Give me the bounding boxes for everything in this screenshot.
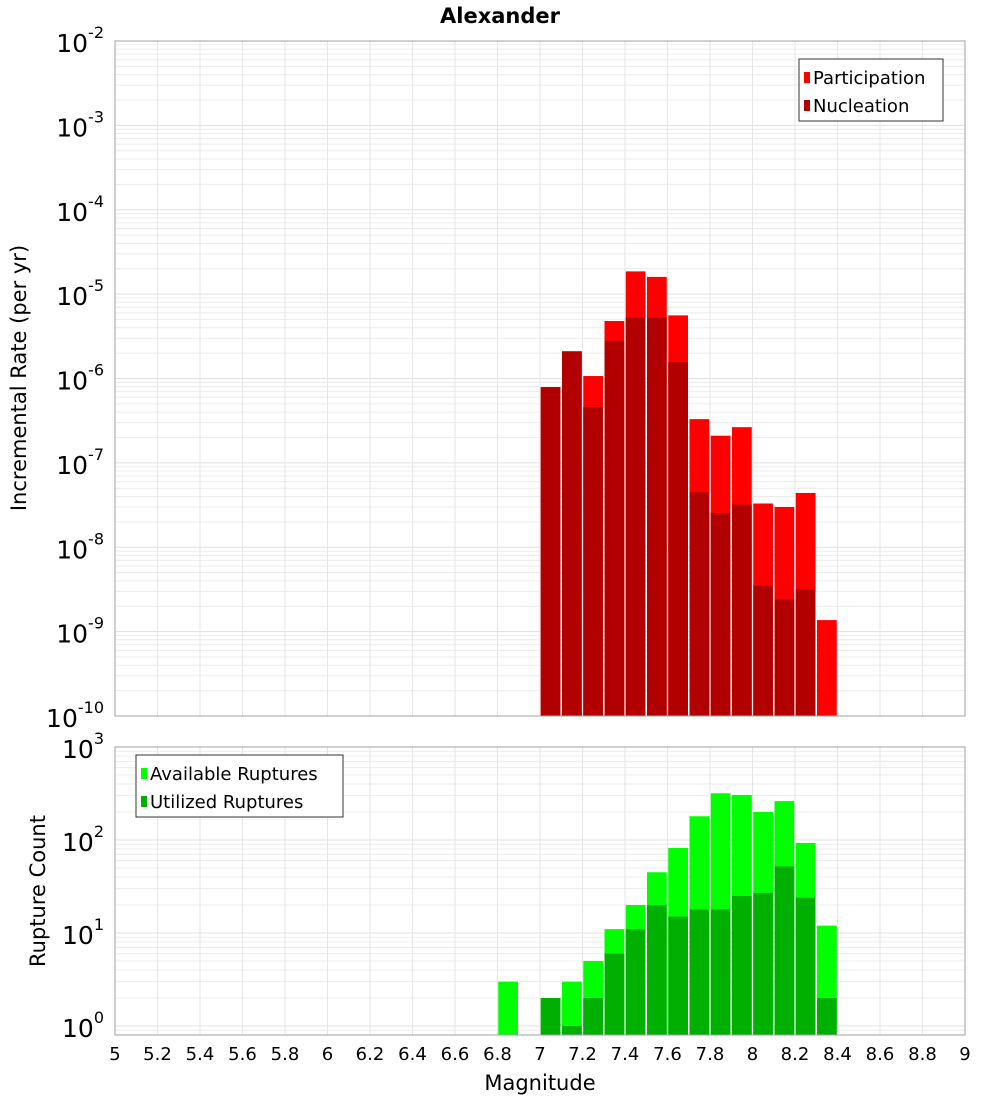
rate-plot: 10-10 10-9 10-8 10-7 10-6 10-5 10-4 10-3 10-2 Par… (46, 23, 966, 733)
bar-utilized-ruptures (562, 1025, 582, 1035)
x-tick-label: 7.6 (653, 1044, 682, 1065)
bar-utilized-ruptures (604, 953, 625, 1035)
bar-participation (817, 620, 837, 716)
x-tick-label: 6.4 (398, 1044, 427, 1065)
bar-nucleation (562, 351, 582, 716)
x-tick-label: 5.4 (186, 1044, 215, 1065)
y-tick-label: 100 (62, 1008, 104, 1043)
legend-swatch (804, 100, 810, 111)
legend: Available Ruptures Utilized Ruptures (135, 754, 344, 818)
x-tick-label: 7.8 (696, 1044, 725, 1065)
bar-nucleation (668, 362, 688, 716)
bar-nucleation (604, 340, 625, 716)
bar-utilized-ruptures (753, 892, 773, 1035)
y-tick-label: 103 (62, 729, 104, 764)
bar-utilized-ruptures (583, 997, 603, 1035)
x-tick-label: 8.4 (823, 1044, 852, 1065)
y-tick-label: 10-2 (56, 23, 104, 58)
x-tick-label: 7.2 (568, 1044, 597, 1065)
bar-utilized-ruptures (625, 929, 646, 1035)
x-tick-label: 7.4 (611, 1044, 640, 1065)
x-tick-label: 6.6 (441, 1044, 470, 1065)
bar-nucleation (625, 317, 646, 716)
bar-utilized-ruptures (689, 909, 710, 1035)
bar-utilized-ruptures (774, 866, 795, 1035)
x-tick-label: 8.6 (866, 1044, 895, 1065)
legend-swatch (141, 796, 147, 807)
x-tick-label: 5.6 (228, 1044, 257, 1065)
x-tick-label: 6.8 (483, 1044, 512, 1065)
legend-swatch (141, 768, 147, 779)
y-tick-label: 10-3 (56, 107, 104, 142)
y-tick-label: 10-8 (56, 529, 104, 564)
plot-border (114, 746, 966, 1036)
x-tick-label: 6 (322, 1044, 333, 1065)
legend-box (135, 754, 344, 818)
bar-utilized-ruptures (732, 895, 752, 1035)
x-tick-label: 8 (747, 1044, 758, 1065)
x-tick-label: 8.2 (781, 1044, 810, 1065)
rupture-count-plot: 100 101 102 103 5 5.2 5.4 5.6 5.8 6 6.2 6.4 6.6 6.8 7 7… (62, 729, 971, 1065)
y-tick-label: 101 (62, 915, 104, 950)
bar-utilized-ruptures (647, 904, 667, 1035)
bar-nucleation (732, 504, 752, 716)
x-tick-label: 5.8 (271, 1044, 300, 1065)
chart-title: Alexander (440, 4, 561, 28)
bar-nucleation (540, 387, 561, 716)
x-tick-label: 6.2 (356, 1044, 385, 1065)
bar-available-ruptures (562, 981, 582, 1035)
y-tick-label: 10-5 (56, 276, 104, 311)
bar-utilized-ruptures (710, 909, 731, 1035)
y-tick-label: 10-10 (46, 698, 104, 733)
x-tick-label: 5.2 (143, 1044, 172, 1065)
x-tick-label: 9 (959, 1044, 970, 1065)
legend: Participation Nucleation (798, 58, 944, 122)
bar-nucleation (774, 599, 795, 716)
bar-utilized-ruptures (668, 916, 688, 1035)
y-tick-label: 10-7 (56, 445, 104, 480)
x-tick-label: 7 (534, 1044, 545, 1065)
top-y-axis-label: Incremental Rate (per yr) (7, 245, 31, 511)
y-tick-label: 102 (62, 822, 104, 857)
x-axis-label: Magnitude (484, 1071, 595, 1095)
y-tick-label: 10-9 (56, 614, 104, 649)
plot-border (114, 40, 966, 717)
bar-nucleation (689, 492, 710, 716)
legend-label: Nucleation (813, 96, 909, 117)
y-tick-label: 10-6 (56, 361, 104, 396)
bottom-y-axis-label: Rupture Count (26, 815, 50, 967)
bar-nucleation (710, 512, 731, 716)
bar-utilized-ruptures (817, 997, 837, 1035)
bar-available-ruptures (498, 981, 518, 1035)
x-tick-label: 5 (109, 1044, 120, 1065)
legend-swatch (804, 72, 810, 83)
legend-box (798, 58, 944, 122)
y-tick-label: 10-4 (56, 192, 104, 227)
bar-nucleation (795, 589, 816, 716)
bar-utilized-ruptures (795, 897, 816, 1035)
bar-nucleation (753, 585, 773, 716)
legend-label: Participation (813, 68, 925, 89)
legend-label: Available Ruptures (150, 764, 318, 785)
x-tick-label: 8.8 (908, 1044, 937, 1065)
legend-label: Utilized Ruptures (150, 792, 303, 813)
bar-nucleation (583, 406, 603, 716)
bar-nucleation (647, 317, 667, 716)
bar-utilized-ruptures (540, 997, 561, 1035)
